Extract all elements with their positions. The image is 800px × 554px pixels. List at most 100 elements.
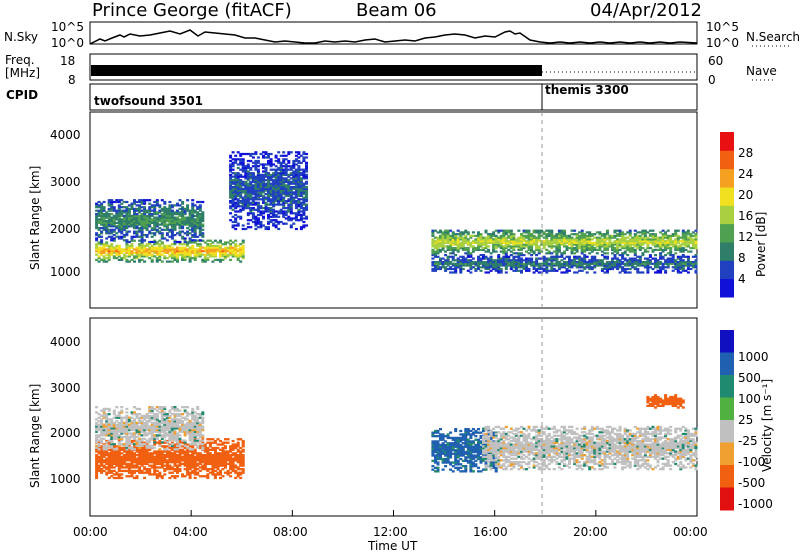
power-cell [499, 250, 503, 253]
power-cell [671, 255, 675, 258]
power-cell [241, 201, 245, 204]
power-cell [514, 267, 518, 271]
velocity-cell [135, 448, 139, 451]
power-cell [573, 271, 577, 274]
power-cell [193, 209, 197, 212]
power-cell [107, 199, 111, 202]
power-cell [269, 184, 273, 187]
power-cell [249, 159, 253, 163]
power-cell [550, 255, 554, 258]
power-cell [241, 152, 245, 156]
power-cell [676, 247, 680, 250]
power-cell [451, 248, 455, 251]
power-cell [593, 241, 597, 244]
power-cell [664, 241, 668, 244]
power-cell [471, 247, 475, 250]
power-cell [117, 244, 121, 247]
power-cell [616, 229, 620, 232]
power-cell [434, 252, 437, 255]
power-cell [588, 231, 592, 234]
power-cell [606, 269, 609, 272]
velocity-cell [117, 428, 121, 432]
velocity-cell [110, 462, 114, 466]
power-cell [287, 159, 291, 163]
power-cell [661, 267, 665, 271]
power-cell [436, 250, 440, 253]
power-cell [153, 221, 157, 224]
velocity-cell [188, 471, 192, 474]
power-cell [269, 191, 273, 194]
power-cell [504, 233, 508, 236]
velocity-cell [102, 454, 106, 457]
power-ytick-2000: 2000 [50, 222, 81, 236]
velocity-cell [188, 466, 192, 469]
power-cell [107, 246, 111, 249]
power-cell [691, 264, 695, 267]
power-cell [181, 216, 185, 219]
power-cell [299, 180, 303, 183]
power-cell [514, 262, 518, 265]
power-cell [135, 225, 139, 228]
power-cell [590, 261, 594, 264]
power-cell [216, 250, 220, 253]
power-cell [570, 259, 574, 262]
power-cell [133, 220, 136, 223]
power-cell [565, 238, 569, 241]
power-cell [469, 241, 473, 244]
power-cell [613, 261, 617, 264]
power-cell [181, 258, 185, 261]
velocity-cell [196, 462, 200, 466]
power-cell [297, 179, 301, 182]
power-cell [150, 206, 154, 209]
velocity-cell [120, 473, 124, 476]
power-cell [681, 229, 685, 232]
power-cell [216, 246, 220, 249]
velocity-cell [201, 475, 205, 478]
power-cell [580, 243, 584, 246]
velocity-cell [120, 428, 124, 432]
power-cell [456, 266, 460, 269]
power-cell [241, 250, 245, 253]
velocity-cell [211, 455, 215, 458]
power-cell [244, 227, 248, 231]
power-cell [262, 196, 265, 199]
velocity-cell [170, 455, 174, 458]
velocity-cell [117, 466, 121, 469]
velocity-cell [236, 443, 240, 446]
power-cell [138, 248, 142, 251]
power-cell [679, 261, 683, 264]
power-cell [262, 198, 265, 201]
power-cell [552, 238, 556, 241]
power-cell [547, 229, 551, 232]
velocity-cell [105, 450, 109, 453]
power-cell [236, 182, 240, 185]
velocity-cell [145, 462, 149, 466]
power-cell [115, 246, 119, 249]
power-cell [176, 246, 179, 249]
power-cell [249, 172, 253, 175]
power-cell [621, 254, 625, 257]
power-cell [201, 253, 205, 256]
velocity-cell [153, 452, 157, 455]
power-cell [527, 245, 531, 248]
power-cell [133, 232, 136, 235]
power-cell [138, 253, 142, 256]
power-cell [294, 189, 298, 192]
power-cell [297, 205, 301, 208]
power-cell [110, 251, 114, 254]
power-cell [178, 253, 182, 256]
power-cell [277, 198, 281, 201]
power-cell [173, 240, 177, 244]
power-cell [679, 247, 683, 250]
power-cell [97, 234, 101, 237]
power-cell [256, 191, 260, 194]
power-cell [434, 245, 437, 248]
power-cell [664, 271, 668, 274]
velocity-cell [158, 457, 162, 460]
velocity-cell [145, 443, 149, 446]
power-cell [279, 180, 283, 183]
power-cell [613, 254, 617, 257]
power-cell [545, 236, 549, 239]
velocity-cell [170, 448, 174, 451]
power-cell [606, 271, 609, 274]
